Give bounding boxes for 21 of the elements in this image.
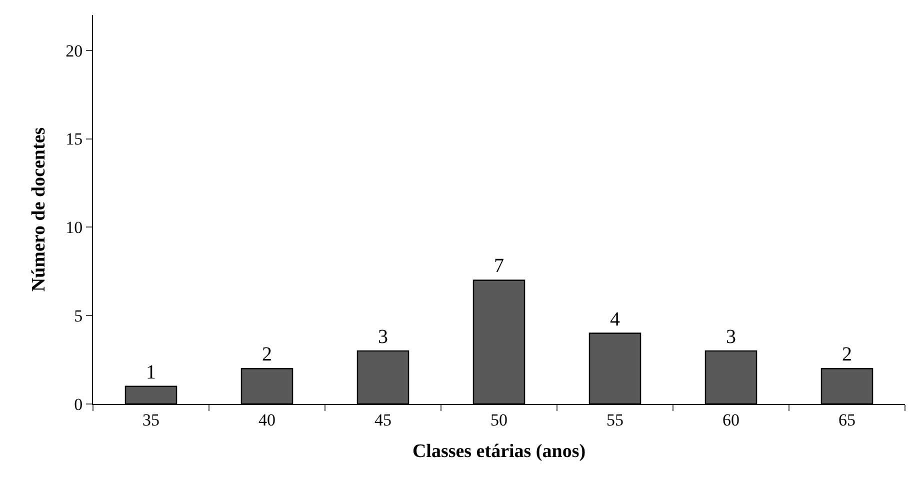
x-tick-label: 60 — [722, 410, 740, 430]
x-tick-label: 35 — [142, 410, 160, 430]
y-tick-label: 0 — [74, 394, 83, 414]
data-label: 3 — [378, 326, 388, 348]
data-label: 3 — [726, 326, 736, 348]
y-tick-label: 20 — [66, 41, 83, 60]
y-tick-label: 5 — [74, 306, 83, 326]
x-tick-label: 65 — [838, 410, 856, 430]
data-label: 2 — [842, 344, 852, 366]
data-label: 2 — [262, 344, 272, 366]
x-tick-label: 45 — [374, 410, 392, 430]
x-axis-title: Classes etárias (anos) — [412, 441, 586, 462]
y-tick-label: 15 — [66, 130, 83, 149]
x-tick-label: 40 — [258, 410, 276, 430]
x-tick-label: 55 — [606, 410, 624, 430]
x-tick-label: 50 — [490, 410, 508, 430]
data-label: 7 — [494, 255, 504, 278]
y-axis-title: Número de docentes — [28, 127, 50, 292]
data-label: 1 — [146, 361, 156, 384]
data-label: 4 — [610, 308, 620, 330]
y-tick-label: 10 — [66, 218, 83, 238]
